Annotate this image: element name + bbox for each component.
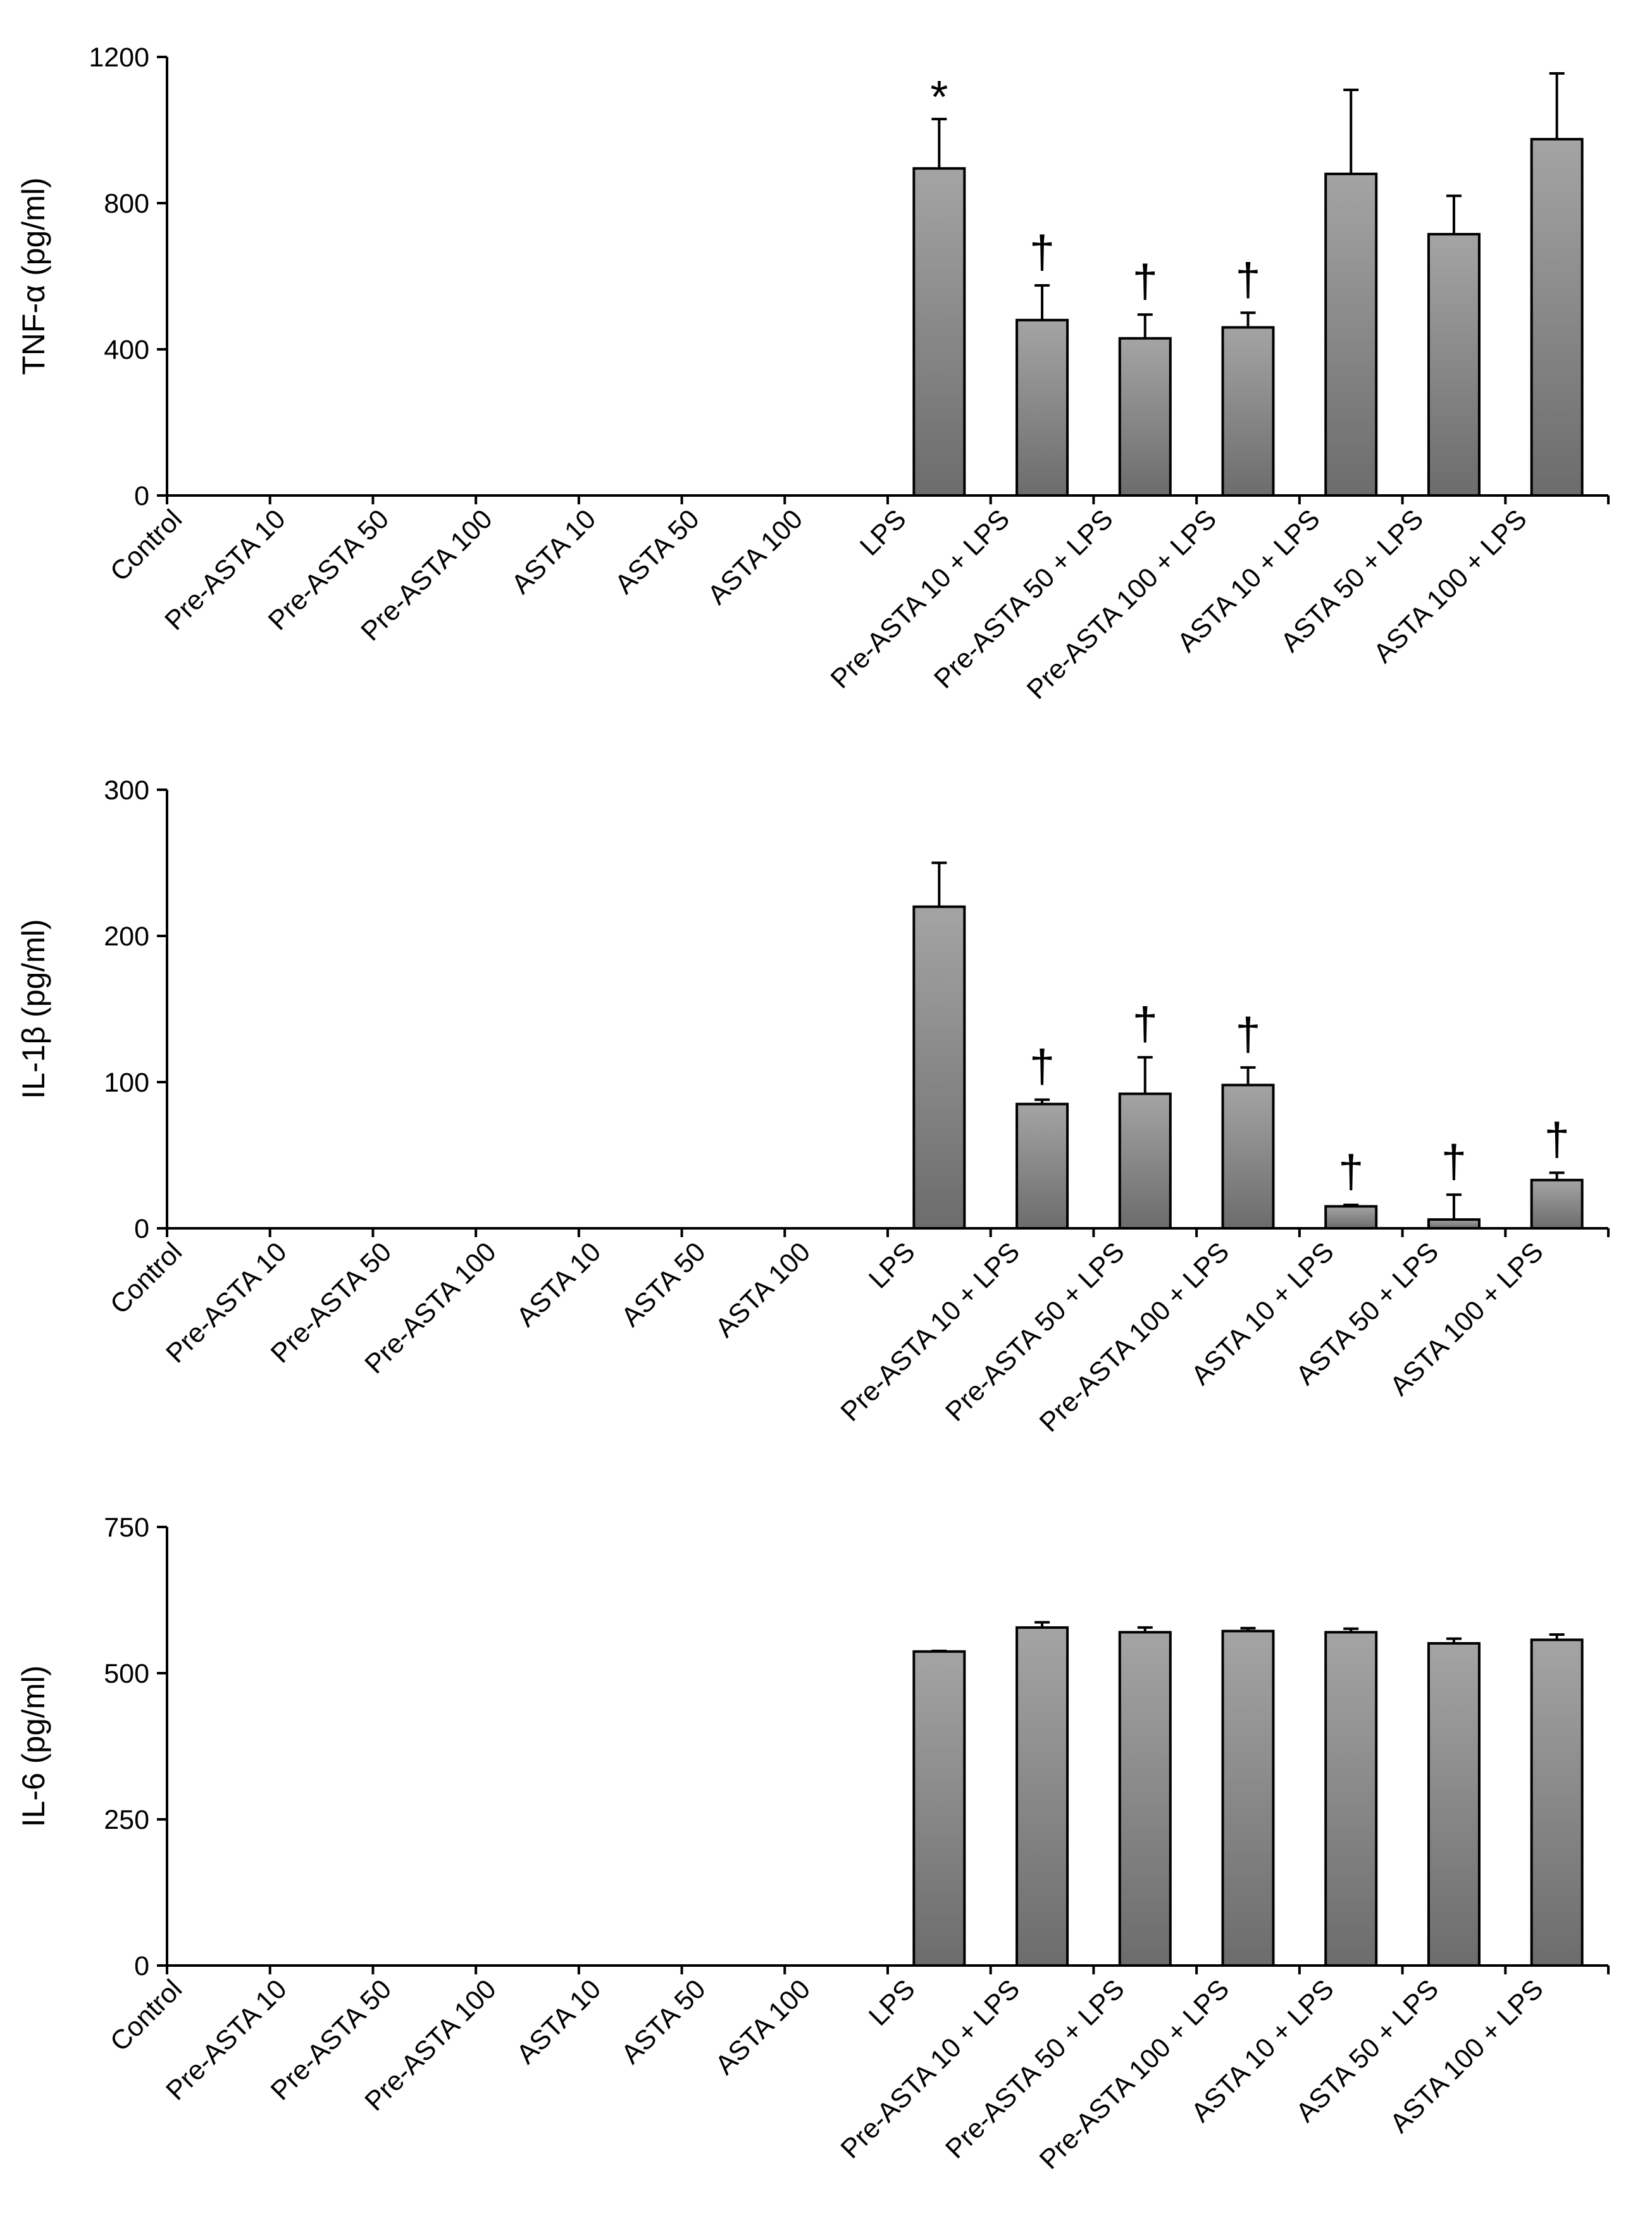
x-category-label: ASTA 10 xyxy=(506,504,602,600)
x-category-label: Pre-ASTA 10 + LPS xyxy=(825,504,1015,694)
significance-dagger: † xyxy=(1338,1147,1363,1197)
x-category-label: Pre-ASTA 10 + LPS xyxy=(835,1237,1026,1427)
x-category-label: ASTA 10 xyxy=(511,1237,607,1333)
x-category-label: Control xyxy=(104,504,188,587)
y-tick-label: 800 xyxy=(104,189,149,219)
bar xyxy=(1118,1092,1172,1230)
x-category-label: Pre-ASTA 50 + LPS xyxy=(940,1974,1130,2164)
bar xyxy=(1221,1629,1275,1967)
y-axis-title: IL-1β (pg/ml) xyxy=(16,919,51,1099)
x-category-label: ASTA 100 xyxy=(709,1974,816,2081)
y-tick-label: 200 xyxy=(104,921,149,952)
x-category-label: Control xyxy=(104,1237,188,1320)
y-tick-label: 0 xyxy=(134,1214,149,1244)
bar xyxy=(1427,233,1481,497)
x-category-label: Pre-ASTA 50 + LPS xyxy=(940,1237,1130,1427)
bar xyxy=(1221,1083,1275,1230)
x-category-label: ASTA 10 xyxy=(511,1974,607,2070)
bar xyxy=(1427,1642,1481,1967)
significance-dagger: † xyxy=(1235,254,1260,305)
significance-dagger: † xyxy=(1544,1114,1570,1165)
bar xyxy=(1324,172,1378,497)
x-category-label: ASTA 100 xyxy=(702,504,809,611)
bar xyxy=(1530,137,1584,497)
bar xyxy=(912,905,966,1230)
x-category-label: Pre-ASTA 100 + LPS xyxy=(1021,504,1222,705)
bar xyxy=(1324,1631,1378,1967)
bar xyxy=(912,1650,966,1967)
bar xyxy=(1530,1178,1584,1230)
y-tick-label: 300 xyxy=(104,775,149,806)
x-category-label: ASTA 50 xyxy=(616,1974,712,2070)
chart-panel-il-1-beta: 0 100 200 300 IL-1β (pg/ml) Control Pre-ASTA 1… xyxy=(16,775,1610,1438)
significance-asterisk: * xyxy=(930,72,948,123)
significance-dagger: † xyxy=(1235,1009,1260,1060)
bar xyxy=(1427,1218,1481,1230)
bar xyxy=(1221,326,1275,497)
significance-dagger: † xyxy=(1133,256,1158,307)
x-category-label: Pre-ASTA 100 + LPS xyxy=(1034,1974,1235,2175)
significance-dagger: † xyxy=(1133,999,1158,1050)
chart-panel-il-6: 0 250 500 750 IL-6 (pg/ml) Control Pre-ASTA 10… xyxy=(16,1512,1610,2175)
chart-panel-tnf-alpha: 0 400 800 1200 TNF-α (pg/ml) Control Pre-ASTA … xyxy=(16,42,1610,705)
y-tick-label: 0 xyxy=(134,1951,149,1981)
y-tick-label: 0 xyxy=(134,481,149,511)
x-category-label: Control xyxy=(104,1974,188,2057)
x-category-label: ASTA 50 xyxy=(609,504,705,600)
x-category-label: Pre-ASTA 100 + LPS xyxy=(1034,1237,1235,1438)
bar xyxy=(1118,1631,1172,1967)
y-tick-label: 1200 xyxy=(89,42,149,73)
x-category-label: Pre-ASTA 50 + LPS xyxy=(928,504,1119,694)
bar xyxy=(912,167,966,497)
y-axis-title: TNF-α (pg/ml) xyxy=(16,177,51,375)
bar xyxy=(1530,1638,1584,1967)
bar xyxy=(1015,318,1069,497)
bar xyxy=(1324,1205,1378,1230)
significance-dagger: † xyxy=(1029,227,1055,278)
significance-dagger: † xyxy=(1029,1042,1055,1092)
x-category-label: LPS xyxy=(863,1237,921,1294)
x-category-label: ASTA 50 xyxy=(616,1237,712,1333)
bar xyxy=(1015,1626,1069,1967)
x-category-label: Pre-ASTA 10 + LPS xyxy=(835,1974,1026,2164)
y-axis-title: IL-6 (pg/ml) xyxy=(16,1666,51,1828)
y-tick-label: 750 xyxy=(104,1512,149,1543)
x-category-label: LPS xyxy=(854,504,912,561)
x-category-label: LPS xyxy=(863,1974,921,2031)
y-tick-label: 500 xyxy=(104,1659,149,1689)
y-tick-label: 400 xyxy=(104,335,149,365)
y-tick-label: 100 xyxy=(104,1068,149,1098)
y-tick-label: 250 xyxy=(104,1805,149,1835)
bar xyxy=(1118,337,1172,497)
x-category-label: ASTA 100 xyxy=(709,1237,816,1343)
bar xyxy=(1015,1102,1069,1230)
significance-dagger: † xyxy=(1441,1137,1467,1187)
